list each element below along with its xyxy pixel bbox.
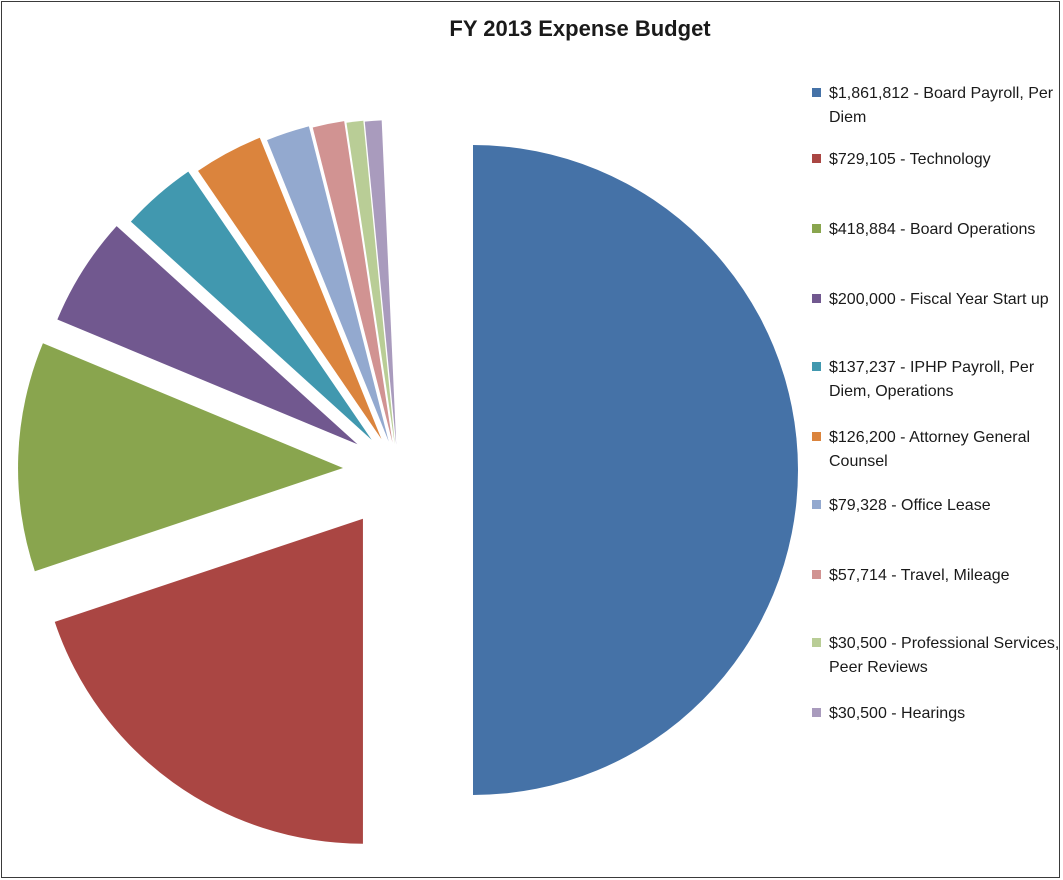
legend-label: $137,237 - IPHP Payroll, Per Diem, Opera… [829, 356, 1061, 404]
pie-slice-10 [365, 120, 396, 445]
pie-slice-1 [473, 145, 798, 795]
legend-swatch [812, 294, 821, 303]
legend-swatch [812, 432, 821, 441]
legend-label: $30,500 - Hearings [829, 702, 1061, 726]
legend-swatch [812, 638, 821, 647]
legend-swatch [812, 154, 821, 163]
legend-label: $126,200 - Attorney General Counsel [829, 426, 1061, 474]
legend-label: $729,105 - Technology [829, 148, 1061, 172]
legend-label: $30,500 - Professional Services, Peer Re… [829, 632, 1061, 680]
pie-slice-3 [18, 343, 343, 571]
pie-chart [0, 0, 810, 880]
legend-swatch [812, 500, 821, 509]
legend-label: $200,000 - Fiscal Year Start up [829, 288, 1061, 312]
legend-swatch [812, 570, 821, 579]
legend-label: $1,861,812 - Board Payroll, Per Diem [829, 82, 1061, 130]
legend-label: $418,884 - Board Operations [829, 218, 1061, 242]
legend-label: $57,714 - Travel, Mileage [829, 564, 1061, 588]
legend-swatch [812, 362, 821, 371]
legend-swatch [812, 88, 821, 97]
legend-label: $79,328 - Office Lease [829, 494, 1061, 518]
pie-slice-2 [55, 519, 363, 844]
legend-swatch [812, 224, 821, 233]
legend-swatch [812, 708, 821, 717]
